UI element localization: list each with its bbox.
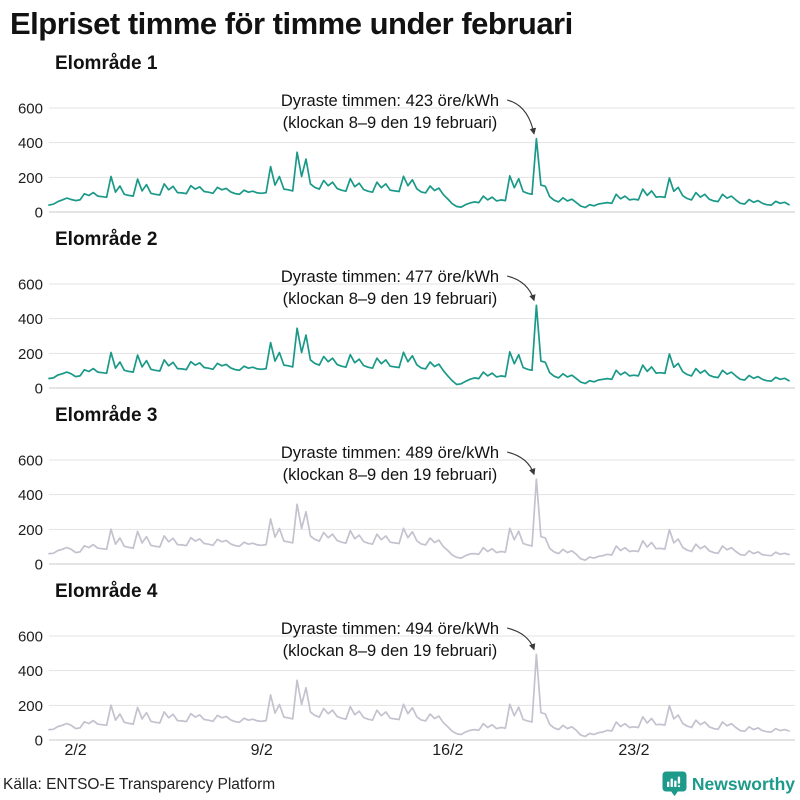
peak-annotation-1: Dyraste timmen: 423 öre/kWh (klockan 8–9 … bbox=[210, 90, 570, 134]
annotation-arrow bbox=[506, 275, 536, 302]
y-tick-label: 400 bbox=[18, 487, 43, 504]
price-line-2 bbox=[48, 304, 790, 386]
peak-annotation-line1: Dyraste timmen: 489 öre/kWh bbox=[280, 444, 500, 462]
y-tick-label: 600 bbox=[18, 101, 43, 118]
subplot-title-1: Elområde 1 bbox=[55, 53, 158, 74]
subplot-title-2: Elområde 2 bbox=[55, 229, 158, 250]
page-title: Elpriset timme för timme under februari bbox=[10, 6, 573, 41]
y-tick-label: 0 bbox=[35, 733, 43, 750]
annotation-arrow bbox=[506, 451, 536, 476]
y-tick-label: 400 bbox=[18, 311, 43, 328]
plot-3: 600 400 200 0 bbox=[18, 451, 795, 574]
peak-annotation-line2: (klockan 8–9 den 19 februari) bbox=[282, 642, 498, 660]
peak-annotation-2: Dyraste timmen: 477 öre/kWh (klockan 8–9 … bbox=[210, 266, 570, 310]
y-tick-label: 200 bbox=[18, 346, 43, 363]
peak-annotation-3: Dyraste timmen: 489 öre/kWh (klockan 8–9 … bbox=[210, 442, 570, 486]
subplot-title-4: Elområde 4 bbox=[55, 581, 158, 602]
y-tick-label: 600 bbox=[18, 629, 43, 646]
y-tick-label: 600 bbox=[18, 453, 43, 470]
x-tick-label: 23/2 bbox=[618, 742, 650, 759]
y-tick-label: 200 bbox=[18, 170, 43, 187]
y-tick-label: 0 bbox=[35, 381, 43, 398]
source-note: Källa: ENTSO-E Transparency Platform bbox=[3, 776, 276, 793]
y-tick-label: 600 bbox=[18, 277, 43, 294]
annotation-arrow bbox=[506, 99, 537, 135]
y-tick-label: 400 bbox=[18, 135, 43, 152]
peak-annotation-line1: Dyraste timmen: 477 öre/kWh bbox=[280, 268, 500, 286]
x-tick-label: 16/2 bbox=[432, 742, 464, 759]
x-tick-label: 9/2 bbox=[250, 742, 273, 759]
newsworthy-logo-icon bbox=[662, 771, 687, 797]
price-line-3 bbox=[48, 478, 790, 562]
y-tick-label: 0 bbox=[35, 557, 43, 574]
y-tick-label: 200 bbox=[18, 698, 43, 715]
y-tick-label: 200 bbox=[18, 522, 43, 539]
y-tick-label: 0 bbox=[35, 205, 43, 222]
peak-annotation-line1: Dyraste timmen: 494 öre/kWh bbox=[280, 620, 500, 638]
peak-annotation-line1: Dyraste timmen: 423 öre/kWh bbox=[280, 92, 500, 110]
plot-1: 600 400 200 0 bbox=[18, 99, 795, 222]
peak-annotation-line2: (klockan 8–9 den 19 februari) bbox=[282, 290, 498, 308]
annotation-arrow bbox=[506, 627, 536, 651]
y-tick-label: 400 bbox=[18, 663, 43, 680]
price-line-1 bbox=[48, 137, 790, 209]
plot-2: 600 400 200 0 bbox=[18, 275, 795, 398]
peak-annotation-4: Dyraste timmen: 494 öre/kWh (klockan 8–9 … bbox=[210, 618, 570, 662]
x-tick-label: 2/2 bbox=[64, 742, 87, 759]
newsworthy-logo: Newsworthy bbox=[662, 771, 795, 798]
peak-annotation-line2: (klockan 8–9 den 19 februari) bbox=[282, 466, 498, 484]
price-line-4 bbox=[48, 653, 790, 738]
subplot-title-3: Elområde 3 bbox=[55, 405, 158, 426]
peak-annotation-line2: (klockan 8–9 den 19 februari) bbox=[282, 114, 498, 132]
plot-4: 600 400 200 0 bbox=[18, 627, 795, 750]
newsworthy-logo-text: Newsworthy bbox=[691, 774, 795, 794]
